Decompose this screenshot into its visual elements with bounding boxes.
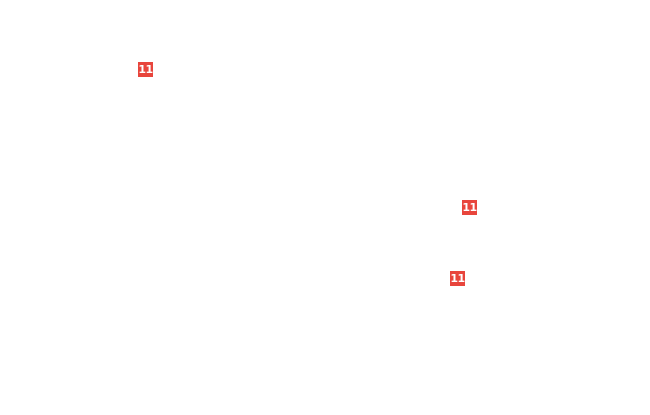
number-badge[interactable]: 11 [138, 62, 153, 77]
number-badge[interactable]: 11 [462, 200, 477, 215]
number-badge[interactable]: 11 [450, 271, 465, 286]
